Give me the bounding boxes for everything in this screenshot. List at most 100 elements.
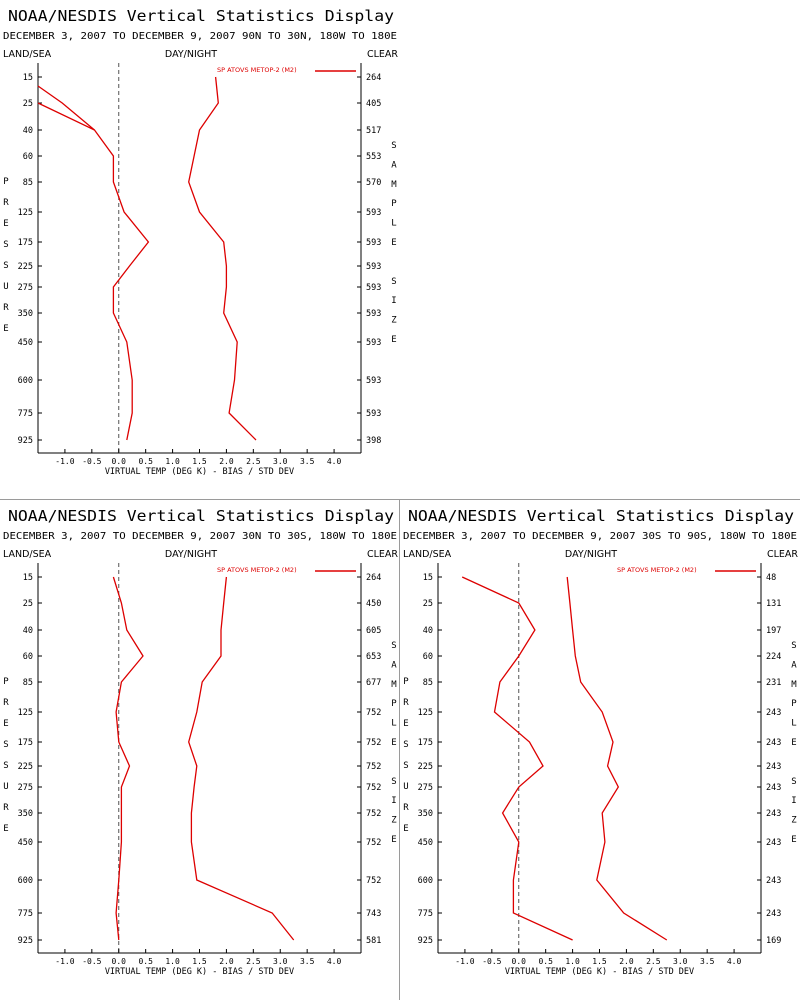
x-tick-label: 3.5 [700,957,715,966]
std-dev-series-line [188,76,257,441]
sample-size-label: 593 [366,208,381,218]
chart-subtitle: DECEMBER 3, 2007 TO DECEMBER 9, 2007 90N… [3,31,397,42]
right-axis-label-letter: Z [391,816,397,826]
x-tick-label: 3.5 [300,457,315,466]
right-axis-label-letter: A [391,160,397,170]
pressure-level-label: 925 [18,936,33,946]
y-axis-label-letter: P [3,677,9,687]
sample-size-label: 605 [366,626,381,636]
bias-series-line [461,576,573,941]
chart-title: NOAA/NESDIS Vertical Statistics Display [408,507,794,525]
x-tick-label: 3.0 [273,957,288,966]
pressure-level-label: 600 [418,876,433,886]
bias-series-line [37,102,150,441]
day-night-header: DAY/NIGHT [165,49,217,60]
pressure-level-label: 85 [423,678,433,688]
sample-size-label: 593 [366,409,381,419]
pressure-level-label: 225 [18,762,33,772]
pressure-level-label: 225 [418,762,433,772]
pressure-level-label: 600 [18,376,33,386]
x-tick-label: -0.5 [482,957,501,966]
sample-size-label: 131 [766,599,781,609]
x-tick-label: 4.0 [727,957,742,966]
sample-size-label: 243 [766,708,781,718]
pressure-level-label: 15 [423,573,433,583]
y-axis-label-letter: P [3,177,9,187]
bias-series-line [112,576,144,941]
y-axis-label-letter: E [3,824,8,834]
pressure-level-label: 25 [423,599,433,609]
right-axis-label-letter: I [791,796,796,806]
right-axis-label-letter: M [391,180,397,190]
x-tick-label: 4.0 [327,457,342,466]
sample-size-label: 264 [366,573,381,583]
day-night-header: DAY/NIGHT [165,549,217,560]
x-axis-label: VIRTUAL TEMP (DEG K) - BIAS / STD DEV [105,967,294,977]
sample-size-label: 48 [766,573,776,583]
x-tick-label: -0.5 [82,457,101,466]
pressure-level-label: 275 [18,783,33,793]
right-axis-label-letter: P [791,699,797,709]
x-tick-label: 2.5 [646,957,661,966]
x-tick-label: 2.5 [246,957,261,966]
y-axis-label-letter: S [403,761,408,771]
right-axis-label-letter: A [791,660,797,670]
pressure-level-label: 775 [418,909,433,919]
land-sea-header: LAND/SEA [3,549,52,560]
pressure-level-label: 225 [18,262,33,272]
right-axis-label-letter: E [791,835,796,845]
sample-size-label: 593 [366,376,381,386]
x-tick-label: 0.0 [112,457,127,466]
sample-size-label: 752 [366,809,381,819]
pressure-level-label: 15 [23,73,33,83]
sample-size-label: 197 [766,626,781,636]
x-axis-label: VIRTUAL TEMP (DEG K) - BIAS / STD DEV [105,467,294,477]
std-dev-series-line [566,576,668,941]
pressure-level-label: 125 [18,708,33,718]
sample-size-label: 581 [366,936,381,946]
pressure-level-label: 275 [18,283,33,293]
right-axis-label-letter: S [391,777,396,787]
sample-size-label: 653 [366,652,381,662]
x-tick-label: 4.0 [327,957,342,966]
right-axis-label-letter: M [391,680,397,690]
y-axis-label-letter: S [3,240,8,250]
land-sea-header: LAND/SEA [403,549,452,560]
pressure-level-label: 85 [23,178,33,188]
x-tick-label: -1.0 [55,457,74,466]
right-axis-label-letter: S [791,777,796,787]
bias-series-top-segment [37,85,95,131]
legend-label: SP ATOVS METOP-2 (M2) [217,66,297,74]
right-axis-label-letter: S [391,141,396,151]
x-tick-label: 1.0 [565,957,580,966]
chart-title: NOAA/NESDIS Vertical Statistics Display [8,507,394,525]
y-axis-label-letter: S [3,261,8,271]
x-tick-label: 0.5 [138,957,153,966]
std-dev-series-line [188,576,295,941]
x-axis-label: VIRTUAL TEMP (DEG K) - BIAS / STD DEV [505,967,694,977]
pressure-level-label: 60 [23,152,33,162]
right-axis-label-letter: E [391,738,396,748]
x-tick-label: -1.0 [55,957,74,966]
pressure-level-label: 85 [23,678,33,688]
pressure-level-label: 775 [18,409,33,419]
x-tick-label: -1.0 [455,957,474,966]
sample-size-label: 752 [366,708,381,718]
x-tick-label: 1.0 [165,957,180,966]
y-axis-label-letter: U [403,782,408,792]
pressure-level-label: 40 [423,626,433,636]
right-axis-label-letter: L [391,219,396,229]
panel-divider-vertical [399,500,400,1000]
sample-size-label: 243 [766,809,781,819]
x-tick-label: 0.5 [138,457,153,466]
y-axis-label-letter: R [3,303,9,313]
right-axis-label-letter: L [391,719,396,729]
pressure-level-label: 40 [23,626,33,636]
sample-size-label: 405 [366,99,381,109]
right-axis-label-letter: L [791,719,796,729]
right-axis-label-letter: M [791,680,797,690]
y-axis-label-letter: U [3,782,8,792]
x-tick-label: 2.0 [219,957,234,966]
right-axis-label-letter: I [391,796,396,806]
x-tick-label: 1.0 [165,457,180,466]
